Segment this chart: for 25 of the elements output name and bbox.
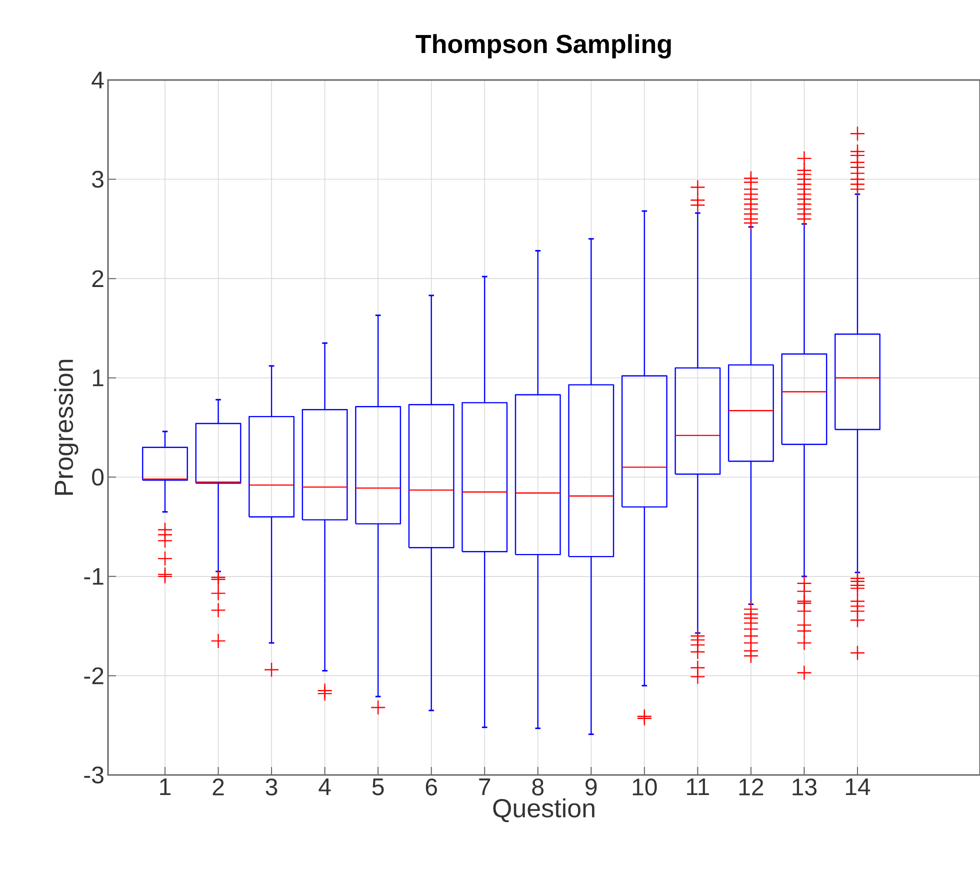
x-tick-label: 3 [266, 778, 278, 796]
x-tick-label: 9 [586, 778, 597, 796]
x-tick-label: 14 [846, 778, 870, 796]
x-tick-label: 1 [160, 778, 170, 796]
y-tick-label: -2 [84, 667, 104, 684]
y-tick-label: 0 [92, 468, 104, 486]
x-tick-label: 12 [739, 778, 764, 796]
x-tick-label: 4 [318, 778, 331, 796]
y-tick-label: -3 [84, 766, 104, 784]
x-tick-label: 8 [532, 778, 544, 796]
x-tick-label: 13 [792, 778, 817, 796]
x-tick-label: 7 [479, 778, 490, 796]
x-tick-label: 6 [426, 778, 437, 796]
x-tick-label: 2 [212, 778, 224, 796]
y-tick-label: 3 [92, 170, 104, 188]
chart-title: Thompson Sampling [416, 34, 671, 58]
y-axis-title: Progression [54, 360, 78, 495]
y-tick-label: 4 [92, 72, 104, 88]
x-tick-label: 5 [372, 778, 384, 796]
y-tick-label: 1 [92, 370, 104, 386]
x-tick-label: 10 [632, 778, 657, 796]
x-axis-title: Question [493, 798, 594, 822]
x-tick-label: 11 [687, 778, 709, 796]
y-tick-label: 2 [92, 270, 104, 287]
y-tick-label: -1 [84, 568, 104, 585]
